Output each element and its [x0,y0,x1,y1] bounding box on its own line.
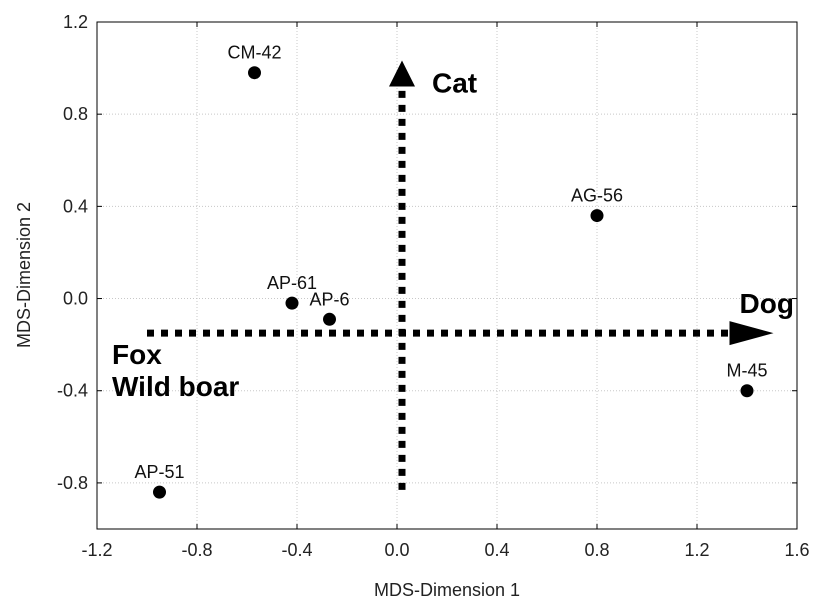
point-label-ap-51: AP-51 [134,462,184,482]
arrow-head-dog [729,321,774,346]
annotation-wild-boar: Wild boar [112,371,239,402]
arrow-label-dog: Dog [740,288,794,319]
y-tick-label: -0.4 [57,381,88,401]
point-cm-42 [248,66,261,80]
x-tick-label: 0.0 [384,540,409,560]
annotation-fox: Fox [112,339,162,370]
y-tick-label: -0.8 [57,473,88,493]
point-ap-51 [153,485,166,499]
x-tick-label: -0.4 [281,540,312,560]
plot-frame [96,21,798,530]
y-tick-label: 1.2 [63,12,88,32]
x-tick-label: 0.8 [584,540,609,560]
x-tick-label: 1.2 [684,540,709,560]
arrow-head-cat [389,60,415,87]
y-tick-label: 0.4 [63,196,88,216]
x-axis: -1.2 -0.8 -0.4 0.0 0.4 0.8 1.2 1.6 [81,22,810,560]
point-m-45 [740,384,754,398]
point-ap-6 [323,312,336,326]
point-label-ap-61: AP-61 [267,273,317,293]
point-ag-56 [590,209,604,223]
x-tick-label: -0.8 [181,540,212,560]
y-axis: -0.8 -0.4 0.0 0.4 0.8 1.2 [57,12,797,493]
x-tick-label: 0.4 [484,540,509,560]
y-tick-label: 0.8 [63,104,88,124]
point-label-cm-42: CM-42 [227,43,281,63]
arrow-label-cat: Cat [432,68,477,99]
point-label-ap-6: AP-6 [309,289,349,309]
point-label-ag-56: AG-56 [571,186,623,206]
point-label-m-45: M-45 [726,361,767,381]
y-tick-label: 0.0 [63,289,88,309]
x-axis-title: MDS-Dimension 1 [374,580,520,600]
arrows: Cat Dog [147,60,794,490]
y-axis-title: MDS-Dimension 2 [14,202,34,348]
x-tick-label: -1.2 [81,540,112,560]
x-tick-label: 1.6 [784,540,809,560]
point-ap-61 [285,296,299,310]
